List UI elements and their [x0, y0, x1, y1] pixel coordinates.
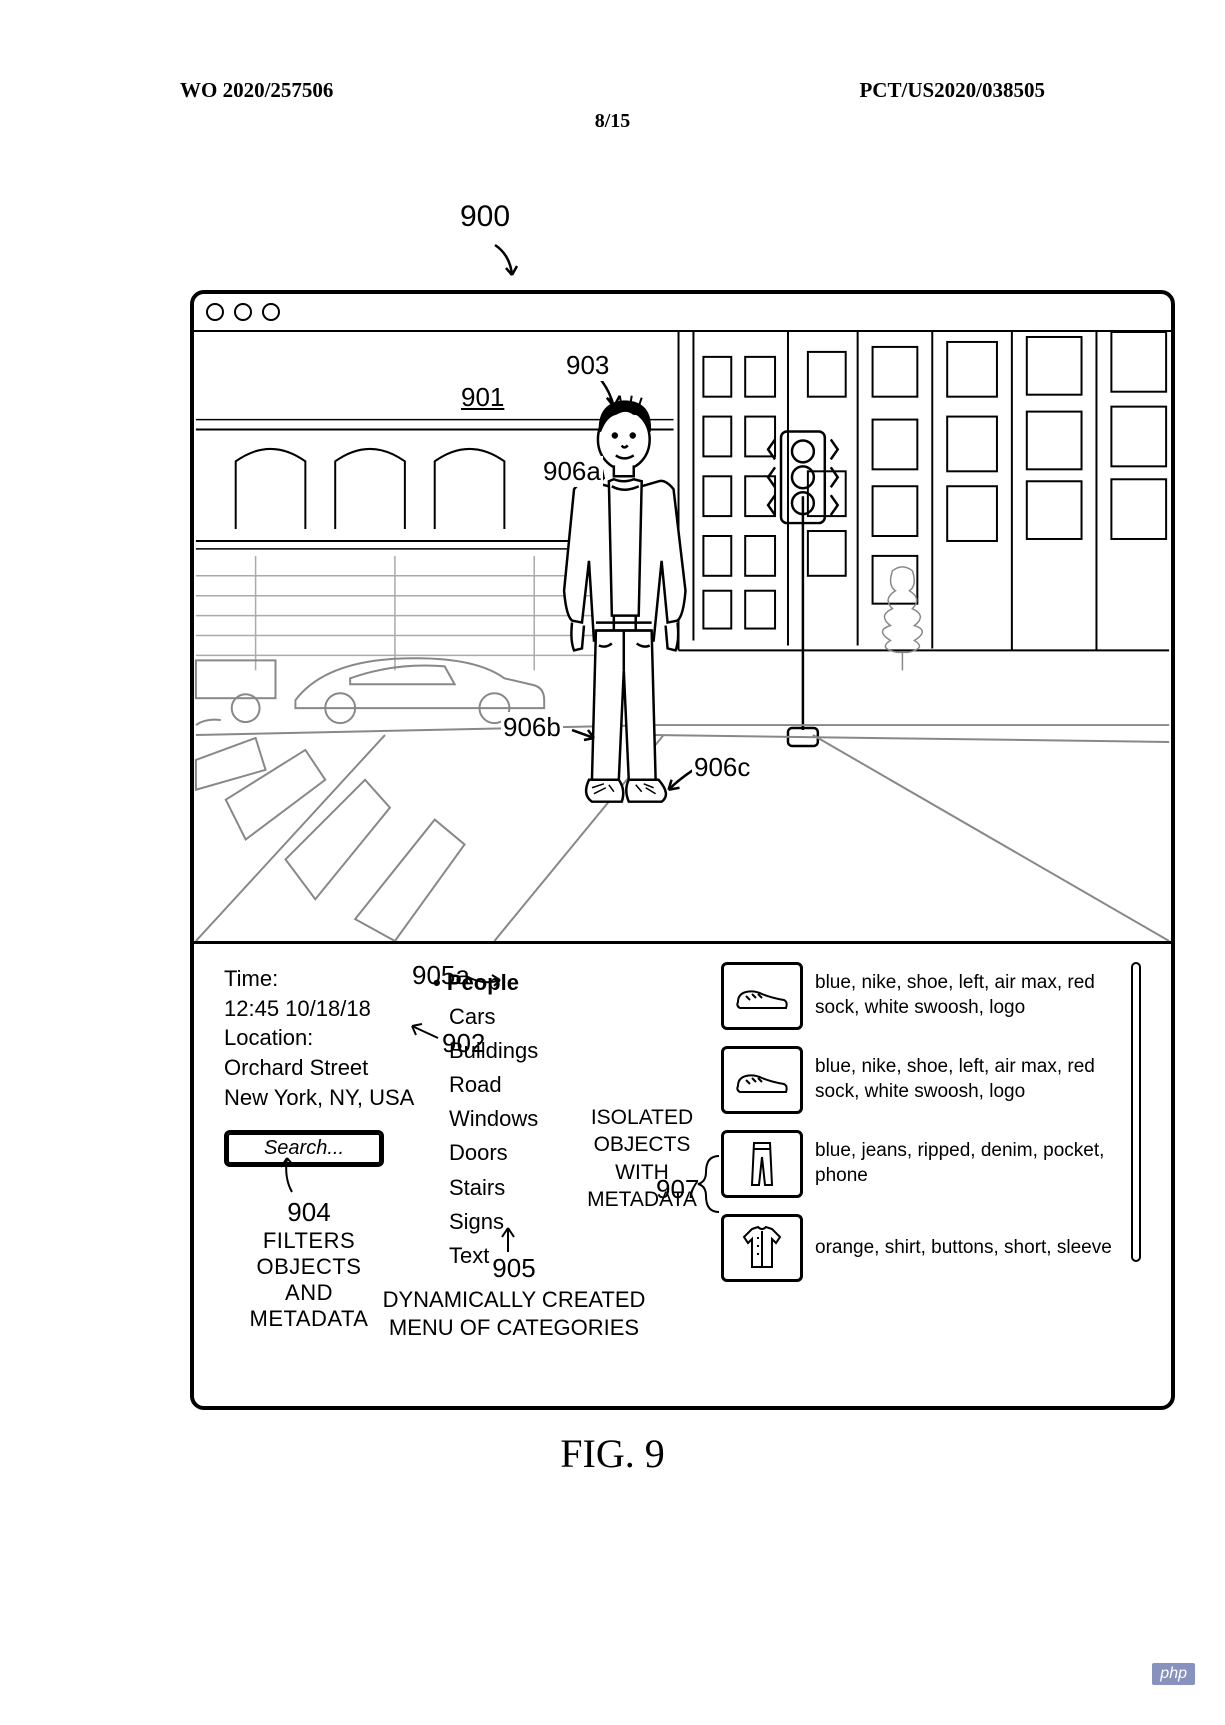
object-description: orange, shirt, buttons, short, sleeve: [815, 1236, 1121, 1261]
page-number: 8/15: [595, 110, 631, 133]
pants-icon: [721, 1130, 803, 1198]
ref-907: 907: [656, 1174, 699, 1205]
window-control-min[interactable]: [234, 303, 252, 321]
search-input[interactable]: Search...: [224, 1130, 384, 1167]
scene-illustration: [194, 332, 1171, 941]
window-control-max[interactable]: [262, 303, 280, 321]
figure-caption: FIG. 9: [560, 1430, 664, 1477]
ref-905-text2: MENU OF CATEGORIES: [354, 1314, 674, 1343]
category-item[interactable]: People: [449, 966, 624, 1000]
object-list: blue, nike, shoe, left, air max, red soc…: [721, 962, 1121, 1282]
object-item[interactable]: blue, jeans, ripped, denim, pocket, phon…: [721, 1130, 1121, 1198]
object-item[interactable]: orange, shirt, buttons, short, sleeve: [721, 1214, 1121, 1282]
ref-905a: 905a: [412, 960, 470, 991]
arrow-icon: [490, 240, 520, 280]
ref-904-num: 904: [224, 1197, 394, 1228]
bottom-panel: Time: 12:45 10/18/18 Location: Orchard S…: [194, 944, 1171, 1403]
ref-906b: 906b: [501, 712, 563, 743]
ref-905-num: 905: [354, 1252, 674, 1286]
objects-column: blue, nike, shoe, left, air max, red soc…: [721, 962, 1141, 1282]
ref-903: 903: [564, 350, 611, 381]
object-item[interactable]: blue, nike, shoe, left, air max, red soc…: [721, 962, 1121, 1030]
meta-line1: ISOLATED: [572, 1104, 712, 1131]
header-left: WO 2020/257506: [180, 78, 333, 103]
window-control-close[interactable]: [206, 303, 224, 321]
header-right: PCT/US2020/038505: [859, 78, 1045, 103]
shirt-icon: [721, 1214, 803, 1282]
ref-905-text1: DYNAMICALLY CREATED: [354, 1286, 674, 1315]
page-header: WO 2020/257506 PCT/US2020/038505: [0, 78, 1225, 103]
object-description: blue, nike, shoe, left, air max, red soc…: [815, 971, 1121, 1020]
category-item[interactable]: Road: [449, 1068, 624, 1102]
ref-902: 902: [442, 1028, 485, 1059]
location-line2: New York, NY, USA: [224, 1083, 449, 1113]
title-bar: [194, 294, 1171, 332]
php-badge: php: [1152, 1663, 1195, 1685]
ref-906c: 906c: [692, 752, 752, 783]
scrollbar[interactable]: [1131, 962, 1141, 1262]
time-value: 12:45 10/18/18: [224, 994, 449, 1024]
shoe-icon: [721, 1046, 803, 1114]
shoe-icon: [721, 962, 803, 1030]
ref-900: 900: [460, 200, 510, 234]
object-item[interactable]: blue, nike, shoe, left, air max, red soc…: [721, 1046, 1121, 1114]
ref-901: 901: [459, 382, 506, 413]
ref-906a: 906a: [541, 456, 603, 487]
app-window: 901 903 906a 906b 906c Time: 12:45 10/18…: [190, 290, 1175, 1410]
object-description: blue, jeans, ripped, denim, pocket, phon…: [815, 1139, 1121, 1188]
object-description: blue, nike, shoe, left, air max, red soc…: [815, 1055, 1121, 1104]
location-label: Location:: [224, 1023, 449, 1053]
main-image-viewport: 901 903 906a 906b 906c: [194, 332, 1171, 944]
ref-905: 905 DYNAMICALLY CREATED MENU OF CATEGORI…: [354, 1252, 674, 1343]
location-line1: Orchard Street: [224, 1053, 449, 1083]
